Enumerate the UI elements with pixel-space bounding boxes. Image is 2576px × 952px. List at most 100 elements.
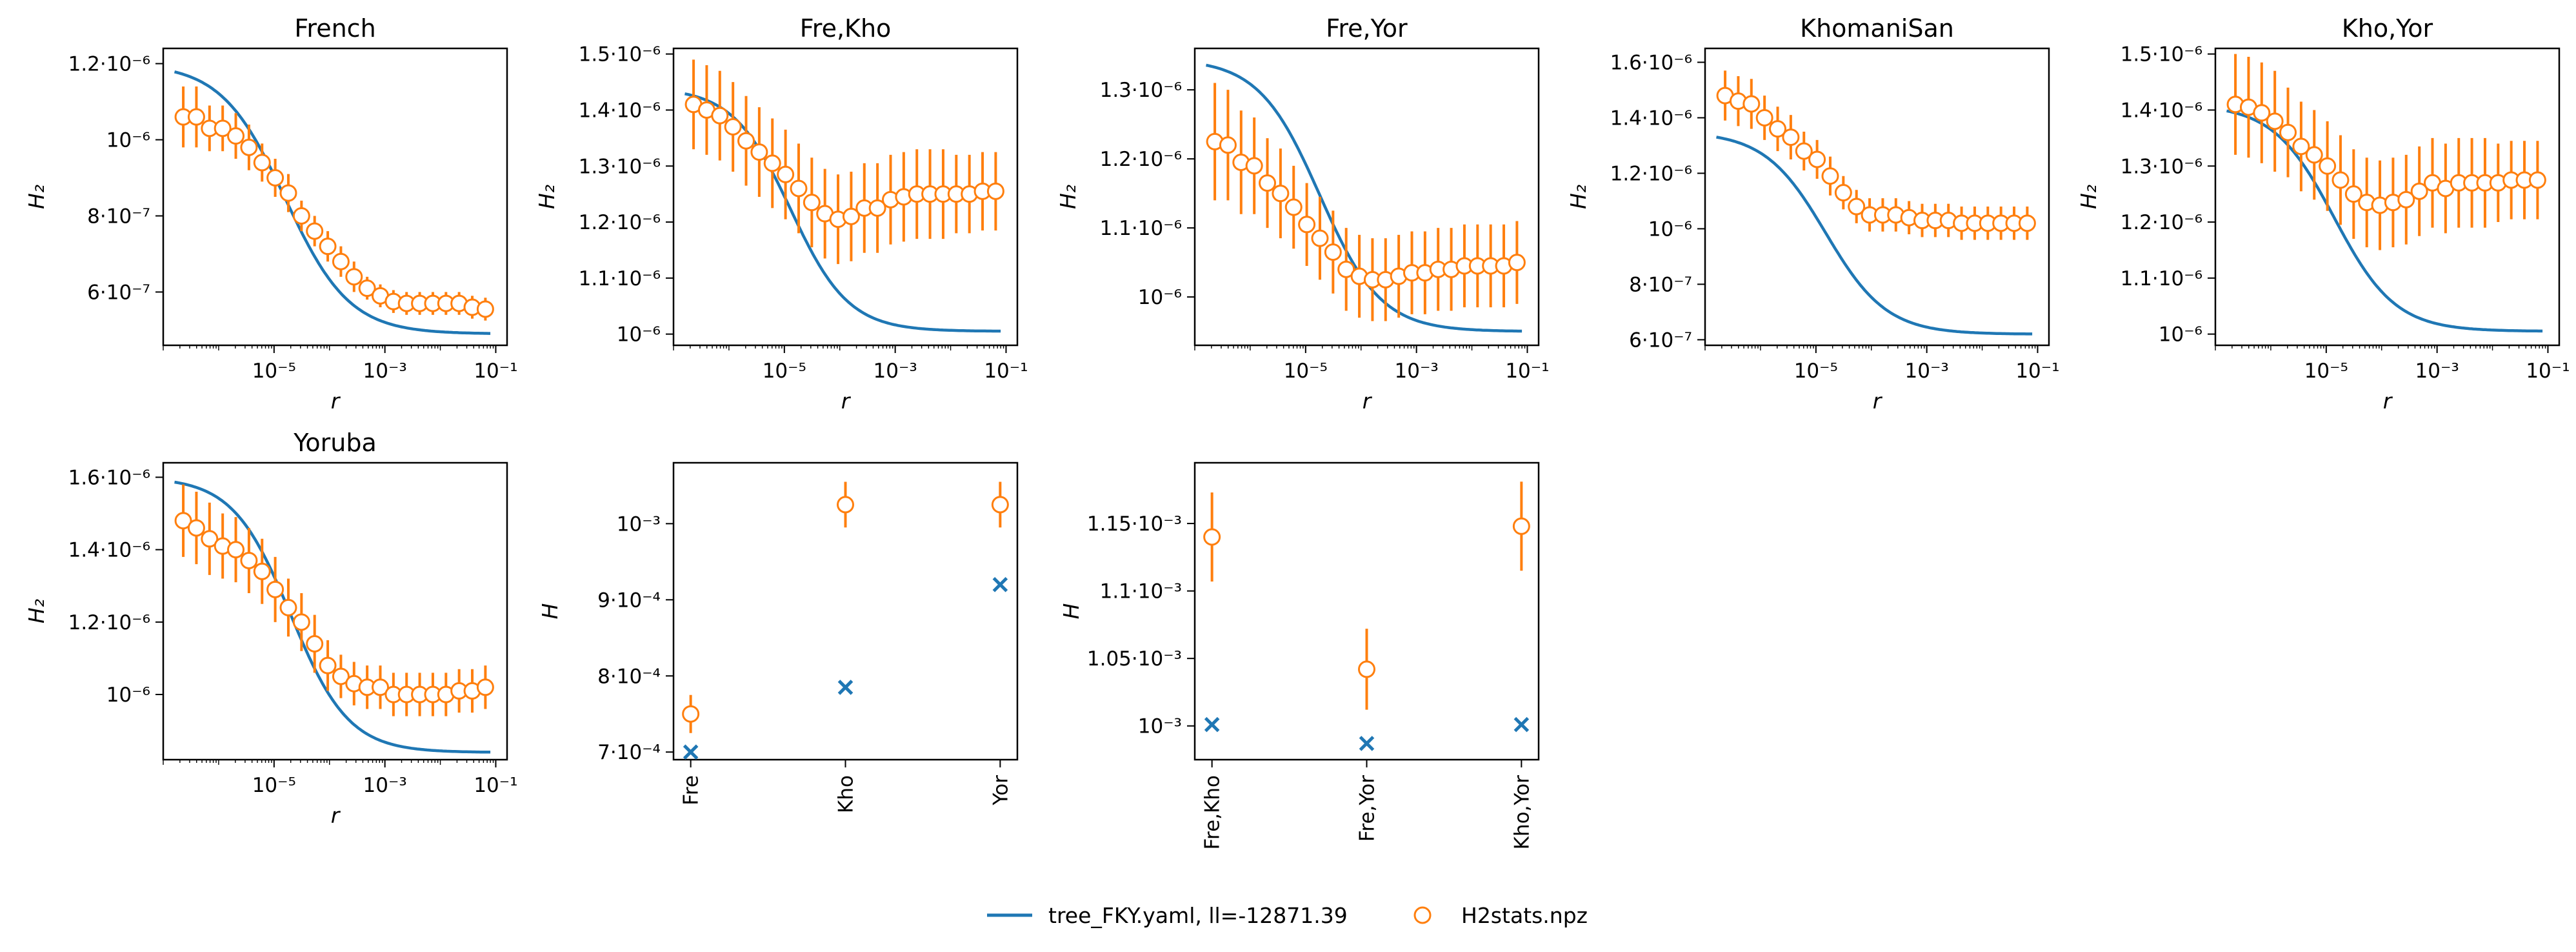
y-tick-label: 1.4·10⁻⁶ bbox=[579, 99, 661, 122]
x-tick-label: 10⁻³ bbox=[363, 360, 407, 383]
data-point bbox=[358, 279, 376, 298]
model-marker bbox=[683, 744, 699, 760]
data-point bbox=[1358, 660, 1375, 678]
data-point bbox=[306, 634, 324, 653]
y-tick-label: 6·10⁻⁷ bbox=[87, 281, 150, 304]
data-point bbox=[1245, 157, 1263, 175]
legend: tree_FKY.yaml, ll=-12871.39 H2stats.npz bbox=[987, 903, 1588, 928]
data-point bbox=[319, 238, 337, 256]
y-tick-label: 8·10⁻⁴ bbox=[597, 665, 661, 688]
y-tick-label: 1.4·10⁻⁶ bbox=[2121, 99, 2202, 122]
y-tick-label: 10⁻³ bbox=[1138, 715, 1182, 738]
data-point bbox=[724, 118, 742, 136]
data-point bbox=[345, 268, 363, 286]
y-tick-label: 1.1·10⁻⁶ bbox=[2121, 267, 2202, 290]
model-marker-stroke bbox=[1513, 716, 1530, 733]
x-axis-label: r bbox=[841, 389, 852, 414]
y-tick-label: 7·10⁻⁴ bbox=[597, 741, 661, 764]
y-axis-label: H₂ bbox=[534, 185, 559, 209]
panel: KhomaniSan 6·10⁻⁷ 8·10⁻⁷ 10⁻⁶ 1.2·10⁻⁶ 1.4·10… bbox=[1566, 14, 2060, 414]
model-marker bbox=[837, 680, 854, 695]
data-point bbox=[266, 580, 285, 598]
panel: Kho,Yor 10⁻⁶ 1.1·10⁻⁶ 1.2·10⁻⁶ 1.3·10⁻⁶ 1.4·1… bbox=[2076, 14, 2570, 414]
data-point bbox=[837, 496, 854, 514]
data-point bbox=[1203, 528, 1221, 546]
y-tick-label: 1.2·10⁻⁶ bbox=[68, 611, 150, 634]
plot-frame bbox=[1193, 47, 1540, 347]
data-point bbox=[1259, 174, 1277, 192]
model-marker-stroke bbox=[1359, 736, 1375, 751]
y-tick-label: 1.1·10⁻⁶ bbox=[579, 267, 661, 290]
x-tick-label: 10⁻⁵ bbox=[2304, 360, 2348, 383]
y-tick-label: 10⁻⁶ bbox=[106, 129, 150, 152]
y-axis-label: H₂ bbox=[24, 185, 49, 209]
data-point bbox=[750, 143, 768, 161]
y-tick-label: 10⁻⁶ bbox=[2159, 323, 2202, 347]
data-point bbox=[1219, 136, 1237, 154]
x-tick-label: 10⁻⁵ bbox=[763, 360, 806, 383]
panel-title: KhomaniSan bbox=[1800, 14, 1954, 43]
legend-data-label: H2stats.npz bbox=[1461, 903, 1588, 928]
x-tick-label: Fre,Yor bbox=[1356, 775, 1379, 842]
data-point bbox=[682, 705, 700, 723]
y-tick-label: 1.5·10⁻⁶ bbox=[579, 43, 661, 66]
data-point bbox=[991, 496, 1009, 514]
data-point bbox=[253, 562, 271, 580]
data-point bbox=[1272, 185, 1290, 203]
y-tick-label: 1.4·10⁻⁶ bbox=[1610, 106, 1692, 130]
data-point bbox=[266, 169, 285, 187]
x-tick-label: 10⁻¹ bbox=[1505, 360, 1549, 383]
y-tick-label: 8·10⁻⁷ bbox=[1629, 273, 1692, 296]
y-tick-label: 1.3·10⁻⁶ bbox=[1100, 79, 1182, 102]
data-point bbox=[790, 179, 808, 197]
data-point bbox=[1834, 184, 1852, 202]
x-tick-label: 10⁻³ bbox=[874, 360, 917, 383]
x-axis-label: r bbox=[331, 803, 341, 828]
y-tick-label: 1.6·10⁻⁶ bbox=[1610, 51, 1692, 74]
data-point bbox=[476, 678, 494, 696]
y-axis-label: H bbox=[537, 603, 563, 620]
x-tick-label: 10⁻⁵ bbox=[1794, 360, 1838, 383]
y-tick-label: 1.2·10⁻⁶ bbox=[68, 53, 150, 76]
y-tick-label: 1.2·10⁻⁶ bbox=[2121, 211, 2202, 234]
data-point bbox=[763, 154, 781, 172]
y-tick-label: 1.4·10⁻⁶ bbox=[68, 539, 150, 562]
data-point bbox=[2305, 146, 2323, 164]
y-axis-label: H₂ bbox=[24, 599, 49, 623]
model-curve bbox=[1716, 136, 2033, 336]
model-curve bbox=[174, 70, 491, 335]
data-point bbox=[868, 199, 886, 217]
x-tick-label: 10⁻⁵ bbox=[252, 360, 296, 383]
x-tick-label: 10⁻³ bbox=[363, 774, 407, 797]
data-point bbox=[1311, 229, 1329, 247]
panel: Fre,Yor 10⁻⁶ 1.1·10⁻⁶ 1.2·10⁻⁶ 1.3·10⁻⁶ H₂ 10⁻… bbox=[1055, 14, 1550, 414]
data-point bbox=[777, 165, 795, 183]
panel-title: French bbox=[294, 14, 375, 43]
y-tick-label: 1.6·10⁻⁶ bbox=[68, 466, 150, 489]
y-tick-label: 1.15·10⁻³ bbox=[1087, 512, 1182, 536]
plot-frame bbox=[1704, 47, 2050, 347]
data-point bbox=[842, 207, 860, 225]
panel: Fre,Kho 10⁻⁶ 1.1·10⁻⁶ 1.2·10⁻⁶ 1.3·10⁻⁶ 1.4·1… bbox=[534, 14, 1028, 414]
model-marker bbox=[1204, 716, 1220, 733]
data-point bbox=[279, 184, 297, 202]
data-point bbox=[292, 207, 310, 225]
y-tick-label: 10⁻⁶ bbox=[1648, 218, 1692, 241]
y-tick-label: 1.5·10⁻⁶ bbox=[2121, 43, 2202, 66]
y-tick-label: 10⁻³ bbox=[617, 512, 661, 536]
data-point bbox=[2279, 123, 2297, 141]
y-tick-label: 1.2·10⁻⁶ bbox=[1610, 162, 1692, 185]
x-tick-label: 10⁻⁵ bbox=[1284, 360, 1328, 383]
data-point bbox=[711, 106, 729, 125]
data-point bbox=[253, 154, 271, 172]
plot-frame bbox=[2214, 47, 2561, 347]
data-point bbox=[1512, 517, 1530, 535]
data-point bbox=[2319, 157, 2337, 175]
x-axis-label: r bbox=[1363, 389, 1373, 414]
x-tick-label: 10⁻³ bbox=[2415, 360, 2459, 383]
x-tick-label: 10⁻⁵ bbox=[252, 774, 296, 797]
x-tick-label: Kho bbox=[835, 775, 858, 813]
data-point bbox=[2266, 112, 2284, 130]
y-axis-label: H₂ bbox=[1055, 185, 1081, 209]
